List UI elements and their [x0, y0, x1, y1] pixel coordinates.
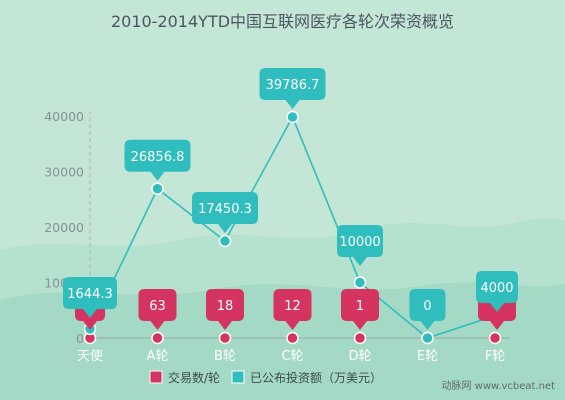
investment-value-label: 17450.3 [192, 192, 258, 234]
x-tick-label: C轮 [281, 349, 303, 364]
investment-value-label-text: 17450.3 [198, 202, 252, 217]
y-tick-label: 40000 [44, 109, 84, 124]
deal-count-label-shape [206, 289, 244, 330]
legend-label-investment: 已公布投资额（万美元） [250, 370, 382, 385]
legend-swatch-deals [149, 370, 163, 384]
x-tick-label: E轮 [417, 349, 438, 364]
y-tick-label: 20000 [44, 220, 84, 235]
deal-count-label-text: 12 [284, 299, 301, 314]
investment-value-label: 39786.7 [259, 67, 326, 109]
legend-swatch-investment [231, 370, 245, 384]
deal-count-label-text: 1 [356, 299, 364, 314]
investment-value-label-text: 1644.3 [67, 287, 113, 302]
deal-point [488, 331, 502, 345]
investment-point [421, 331, 434, 345]
investment-value-label-shape [337, 225, 383, 266]
investment-value-label: 0 [409, 289, 446, 330]
investment-value-label: 10000 [337, 225, 383, 266]
deal-count-label-text: 18 [217, 299, 234, 314]
investment-point [218, 234, 232, 248]
deal-point [353, 331, 367, 345]
investment-value-label-shape [259, 67, 326, 109]
investment-value-label-text: 26856.8 [131, 150, 185, 165]
deal-count-label-text: 63 [149, 299, 166, 314]
x-tick-label: 天使 [77, 348, 103, 364]
legend: 交易数/轮 已公布投资额（万美元） [149, 370, 382, 385]
investment-value-label: 4000 [476, 271, 518, 312]
y-tick-label: 30000 [44, 164, 84, 179]
deal-count-label-shape [341, 289, 379, 330]
legend-label-deals: 交易数/轮 [168, 370, 220, 385]
y-tick-label: 0 [76, 331, 84, 346]
investment-value-label-shape [476, 271, 518, 312]
investment-point [353, 276, 367, 289]
investment-value-label-shape [124, 139, 191, 181]
x-tick-label: F轮 [485, 349, 505, 364]
deal-count-label: 12 [273, 289, 312, 330]
deal-point [151, 331, 164, 345]
investment-value-label: 1644.3 [63, 277, 117, 318]
deal-count-label: 18 [206, 289, 244, 330]
investment-value-label-text: 4000 [480, 281, 513, 296]
investment-value-label-shape [192, 192, 258, 234]
deal-count-label-shape [273, 289, 312, 330]
x-tick-label: A轮 [147, 349, 169, 364]
investment-value-label: 26856.8 [124, 139, 191, 181]
investment-value-label-text: 39786.7 [266, 78, 320, 93]
deal-point [218, 331, 232, 345]
deal-count-label: 63 [138, 289, 177, 330]
investment-value-label-text: 0 [423, 299, 431, 314]
deal-count-label-shape [138, 289, 177, 330]
x-tick-label: B轮 [214, 349, 236, 364]
investment-point [151, 182, 164, 196]
x-tick-label: D轮 [348, 349, 371, 364]
chart-title: 2010-2014YTD中国互联网医疗各轮次荣资概览 [110, 12, 455, 31]
investment-point [286, 110, 299, 124]
investment-value-label-shape [63, 277, 117, 318]
investment-value-label-shape [409, 289, 446, 330]
deal-count-label: 1 [341, 289, 379, 330]
watermark: 动脉网 www.vcbeat.net [441, 381, 555, 392]
deal-point [286, 331, 299, 345]
investment-value-label-text: 10000 [339, 235, 380, 250]
